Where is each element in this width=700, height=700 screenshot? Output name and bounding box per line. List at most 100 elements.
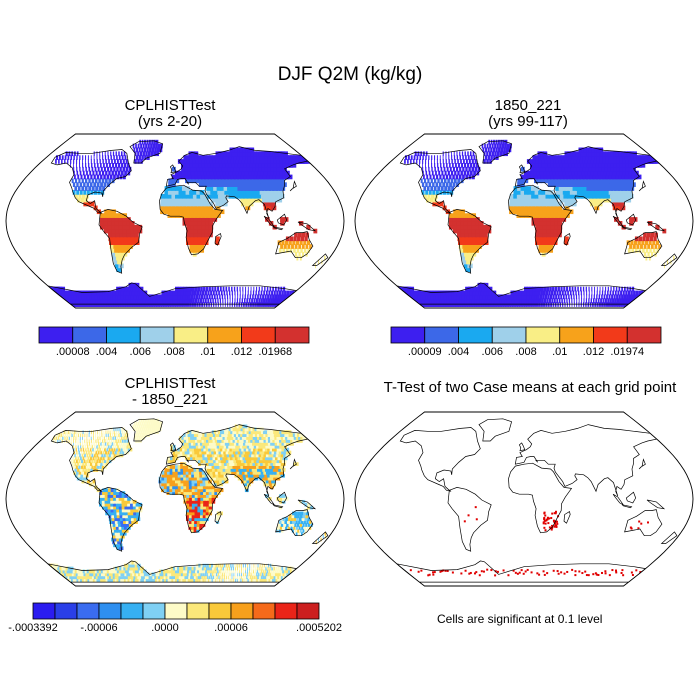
grid-cell (221, 159, 227, 164)
grid-cell (219, 170, 225, 176)
grid-cell (113, 453, 116, 458)
grid-cell (214, 298, 217, 303)
coastline-eurasia (514, 146, 658, 219)
grid-cell (178, 578, 182, 582)
grid-cell (550, 232, 555, 238)
grid-cell (208, 508, 213, 513)
grid-cell (260, 182, 266, 187)
grid-cell (86, 436, 88, 440)
grid-cell (166, 569, 170, 574)
grid-cell (191, 502, 196, 507)
grid-cell (185, 186, 190, 191)
grid-cell (169, 470, 174, 475)
grid-cell (115, 543, 120, 548)
grid-cell (613, 286, 615, 292)
grid-cell (267, 294, 270, 300)
grid-cell (490, 294, 495, 300)
grid-cell (228, 563, 230, 568)
grid-cell (201, 224, 206, 230)
grid-cell (104, 151, 106, 157)
grid-cell (104, 155, 107, 160)
grid-cell (249, 563, 251, 568)
grid-cell (261, 572, 264, 577)
grid-cell (289, 569, 293, 574)
grid-cell (67, 430, 70, 435)
grid-cell (182, 575, 185, 580)
grid-cell (175, 566, 178, 571)
grid-cell (185, 468, 190, 472)
grid-cell (631, 248, 635, 253)
grid-cell (629, 244, 633, 249)
grid-cell (113, 514, 118, 519)
grid-cell (535, 163, 541, 168)
grid-cell (251, 459, 256, 464)
grid-cell (171, 572, 174, 577)
grid-cell (215, 182, 221, 187)
grid-cell (602, 298, 605, 303)
grid-cell (204, 213, 210, 218)
grid-cell (188, 444, 193, 449)
grid-cell (588, 290, 590, 296)
grid-cell (164, 190, 169, 195)
grid-cell (187, 453, 191, 458)
grid-cell (222, 465, 227, 469)
grid-cell (218, 479, 223, 484)
grid-cell (562, 302, 564, 307)
grid-cell (596, 186, 603, 191)
grid-cell (73, 459, 76, 464)
grid-cell (448, 217, 454, 222)
grid-cell (89, 182, 93, 187)
grid-cell (172, 488, 176, 493)
grid-cell (83, 450, 85, 455)
grid-cell (453, 155, 456, 160)
grid-cell (147, 143, 150, 149)
grid-cell (175, 450, 179, 455)
grid-cell (184, 298, 188, 303)
grid-cell (251, 178, 258, 184)
grid-cell (124, 511, 129, 516)
grid-cell (172, 485, 176, 490)
grid-cell (467, 286, 474, 292)
grid-cell (603, 186, 610, 191)
grid-cell (285, 517, 288, 522)
grid-cell (244, 575, 246, 580)
grid-cell (110, 488, 115, 493)
grid-cell (564, 290, 567, 296)
grid-cell (131, 282, 137, 288)
grid-cell (110, 505, 115, 510)
grid-cell (194, 155, 200, 160)
grid-cell (200, 170, 206, 176)
grid-cell (520, 174, 525, 180)
grid-cell (208, 155, 214, 160)
grid-cell (303, 248, 307, 253)
grid-cell (183, 499, 188, 504)
grid-cell (583, 294, 585, 300)
grid-cell (282, 497, 286, 501)
grid-cell (111, 433, 114, 437)
grid-cell (187, 294, 191, 300)
grid-cell (561, 182, 567, 187)
grid-cell (197, 217, 203, 222)
grid-cell (274, 465, 279, 469)
grid-cell (216, 578, 219, 582)
grid-cell (276, 572, 280, 577)
grid-cell (249, 462, 255, 466)
grid-cell (218, 151, 224, 157)
grid-cell (97, 166, 100, 172)
grid-cell (622, 190, 629, 195)
grid-cell (221, 462, 226, 466)
grid-cell (114, 531, 119, 536)
grid-cell (546, 174, 552, 180)
grid-cell (122, 514, 127, 519)
grid-cell (302, 523, 305, 527)
grid-cell (269, 197, 275, 203)
grid-cell (186, 575, 189, 580)
grid-cell (214, 178, 221, 184)
grid-cell (118, 499, 123, 504)
grid-cell (563, 197, 569, 203)
grid-cell (267, 456, 273, 461)
grid-cell (626, 294, 629, 300)
grid-cell (168, 566, 172, 571)
grid-cell (224, 476, 229, 481)
grid-cell (425, 170, 428, 176)
